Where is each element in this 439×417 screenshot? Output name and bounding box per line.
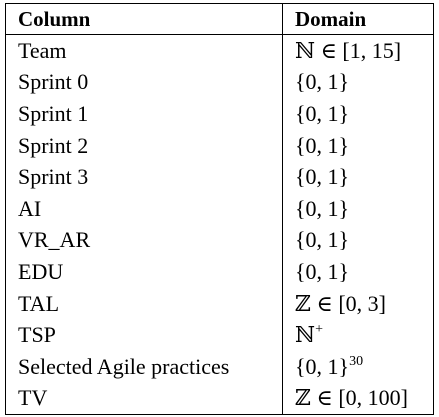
cell-column: VR_AR — [5, 224, 283, 257]
domain-value: {0, 1} — [295, 164, 350, 190]
table-row: Team ℕ ∈ [1, 15] — [5, 34, 434, 67]
domain-value: {0, 1} — [295, 100, 350, 126]
domain-superscript: + — [315, 322, 324, 338]
domain-value: ℕ — [295, 322, 316, 348]
cell-domain: {0, 1} — [282, 256, 434, 288]
cell-domain: ℕ+ — [282, 319, 434, 351]
table-row: EDU {0, 1} — [5, 256, 434, 288]
cell-column: TSP — [5, 319, 283, 351]
table-row: Selected Agile practices {0, 1}30 — [5, 350, 434, 383]
cell-domain: {0, 1} — [282, 224, 434, 257]
domain-value: {0, 1} — [295, 353, 350, 379]
cell-domain: {0, 1} — [282, 66, 434, 99]
cell-domain: {0, 1}30 — [282, 350, 434, 383]
cell-column: Sprint 0 — [5, 66, 283, 99]
domain-value: ℕ ∈ [1, 15] — [295, 37, 402, 63]
cell-column: TV — [5, 382, 283, 416]
header-column: Column — [5, 3, 283, 35]
domain-value: {0, 1} — [295, 227, 350, 253]
table-row: TV ℤ ∈ [0, 100] — [5, 382, 434, 416]
domain-table: Column Domain Team ℕ ∈ [1, 15] Sprint 0 … — [5, 3, 434, 416]
domain-value: ℤ ∈ [0, 100] — [295, 385, 408, 411]
cell-domain: ℕ ∈ [1, 15] — [282, 34, 434, 67]
cell-domain: ℤ ∈ [0, 100] — [282, 382, 434, 416]
header-row: Column Domain — [5, 3, 434, 35]
cell-domain: {0, 1} — [282, 129, 434, 162]
domain-value: {0, 1} — [295, 195, 350, 221]
table-row: TSP ℕ+ — [5, 319, 434, 351]
cell-domain: {0, 1} — [282, 192, 434, 225]
domain-value: ℤ ∈ [0, 3] — [295, 290, 386, 316]
table-row: Sprint 0 {0, 1} — [5, 66, 434, 99]
header-domain: Domain — [282, 3, 434, 35]
table-row: VR_AR {0, 1} — [5, 224, 434, 257]
table-row: TAL ℤ ∈ [0, 3] — [5, 287, 434, 320]
cell-domain: {0, 1} — [282, 98, 434, 130]
domain-value: {0, 1} — [295, 69, 350, 95]
cell-column: TAL — [5, 287, 283, 320]
cell-column: Sprint 2 — [5, 129, 283, 162]
cell-column: Team — [5, 34, 283, 67]
cell-column: AI — [5, 192, 283, 225]
domain-value: {0, 1} — [295, 258, 350, 284]
domain-value: {0, 1} — [295, 132, 350, 158]
cell-domain: {0, 1} — [282, 161, 434, 193]
table-row: Sprint 2 {0, 1} — [5, 129, 434, 162]
table-row: Sprint 3 {0, 1} — [5, 161, 434, 193]
table-row: AI {0, 1} — [5, 192, 434, 225]
cell-column: Sprint 3 — [5, 161, 283, 193]
cell-column: Selected Agile practices — [5, 350, 283, 383]
cell-column: EDU — [5, 256, 283, 288]
domain-superscript: 30 — [349, 353, 364, 369]
table-row: Sprint 1 {0, 1} — [5, 98, 434, 130]
cell-domain: ℤ ∈ [0, 3] — [282, 287, 434, 320]
cell-column: Sprint 1 — [5, 98, 283, 130]
